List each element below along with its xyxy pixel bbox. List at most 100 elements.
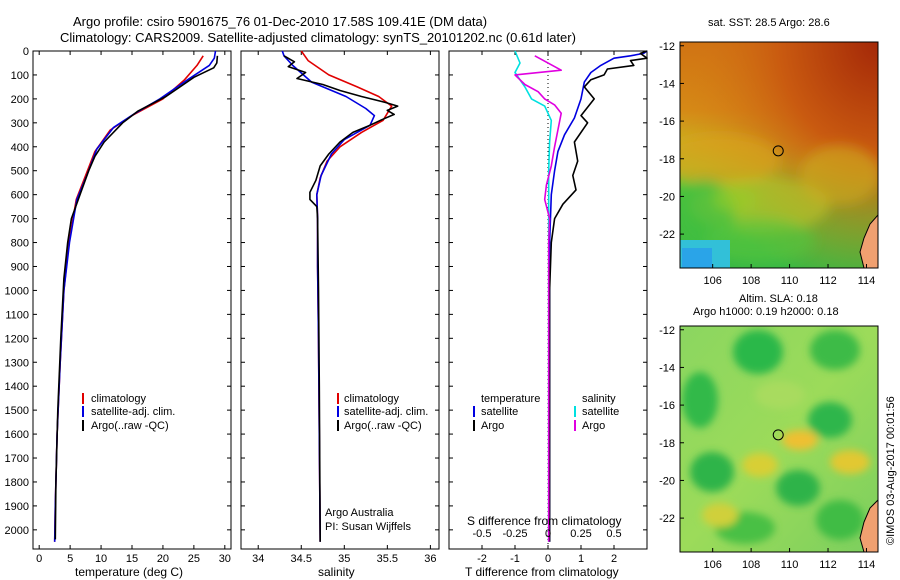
depth-tick-label: 1100 [5,309,29,321]
series-line-salinity-satellite [514,50,553,542]
map-x-tick-label: 114 [858,275,876,287]
temperature-plot: 0 5 10 15 20 25 30 [36,50,231,565]
map-x-tick-label: 112 [819,275,837,287]
map-y-tick-label: -18 [659,438,675,450]
map-y-tick-label: -14 [659,362,675,374]
legend-temperature-header: temperature [481,393,540,405]
difference-plot: -2 -1 0 1 2 [477,50,648,565]
diff-legend-s-argo-label: Argo [582,420,605,432]
x-tick-label: 34 [252,553,264,565]
sst-float-marker [772,145,784,157]
depth-tick-label: 400 [11,142,29,154]
temperature-xlabel: temperature (deg C) [75,565,183,579]
legend-argo-label: Argo(..raw -QC) [91,420,169,432]
x-tick-label: 15 [126,553,138,565]
map-y-tick-label: -14 [659,78,675,90]
x-tick-label: -1 [510,553,520,565]
depth-tick-label: 600 [11,190,29,202]
map-x-tick-label: 108 [742,275,760,287]
sal-legend-climatology-label: climatology [344,393,400,405]
map-y-tick-label: -12 [659,41,675,53]
title-line1: Argo profile: csiro 5901675_76 01-Dec-20… [73,14,487,29]
sst-map-field [680,42,878,268]
x-tick-label: 25 [188,553,200,565]
sla-map-title2: Argo h1000: 0.19 h2000: 0.18 [693,306,839,318]
map-x-tick-label: 110 [781,559,799,571]
top-tick-label: 0 [545,528,551,540]
depth-tick-label: 900 [11,261,29,273]
depth-tick-label: 100 [11,70,29,82]
top-tick-label: -0.5 [473,528,492,540]
x-tick-label: 35 [338,553,350,565]
series-line-satellite-adj-clim- [53,50,217,542]
depth-tick-label: 1300 [5,357,29,369]
x-tick-label: 34.5 [291,553,312,565]
salinity-plot-frame [240,50,440,550]
x-tick-label: 36 [424,553,436,565]
sst-map-ticks: 106 108 110 112 114 -12 -14 -16 -18 -20 -22 [659,41,875,287]
series-line-salinity-argo [514,55,563,542]
difference-top-ticks: -0.5 -0.25 0 0.25 0.5 [473,528,622,540]
x-tick-label: 10 [95,553,107,565]
map-y-tick-label: -22 [659,229,675,241]
map-x-tick-label: 110 [781,275,799,287]
depth-tick-label: 1600 [5,429,29,441]
diff-legend-s-satellite-label: satellite [582,406,619,418]
depth-tick-label: 1700 [5,453,29,465]
x-tick-label: 20 [157,553,169,565]
salinity-xlabel: salinity [318,565,355,579]
depth-tick-label: 1400 [5,381,29,393]
difference-top-xlabel: S difference from climatology [467,514,622,528]
map-y-tick-label: -12 [659,325,675,337]
diff-legend-t-satellite-label: satellite [481,406,518,418]
map-x-tick-label: 114 [858,559,876,571]
series-line-satellite-adj-clim- [281,50,376,542]
depth-tick-label: 1000 [5,285,29,297]
legend-climatology-label: climatology [91,393,147,405]
series-line-temperature-argo [548,50,648,542]
depth-tick-label: 800 [11,238,29,250]
depth-tick-label: 500 [11,166,29,178]
sal-legend-argo-label: Argo(..raw -QC) [344,420,422,432]
map-x-tick-label: 106 [703,275,721,287]
temperature-legend: climatology satellite-adj. clim. Argo(..… [82,393,175,432]
sla-float-marker [772,429,784,441]
argo-australia-text: Argo Australia [325,507,394,519]
depth-tick-label: 1800 [5,477,29,489]
x-tick-label: 0 [545,553,551,565]
series-line-climatology [300,50,393,542]
depth-tick-label: 1200 [5,333,29,345]
map-x-tick-label: 106 [703,559,721,571]
depth-tick-label: 200 [11,94,29,106]
map-y-tick-label: -18 [659,154,675,166]
x-tick-label: 2 [611,553,617,565]
australia-coast-2 [859,499,878,552]
series-line-temperature-satellite [548,50,648,542]
x-tick-label: 5 [67,553,73,565]
series-line-argo-raw-qc- [54,55,219,540]
depth-tick-label: 700 [11,214,29,226]
sst-map-title: sat. SST: 28.5 Argo: 28.6 [708,17,830,29]
map-y-tick-label: -16 [659,400,675,412]
australia-coast [859,214,878,268]
salinity-plot: 34 34.5 35 35.5 36 [252,50,437,565]
sla-map-ticks: 106 108 110 112 114 -12 -14 -16 -18 -20 -22 [659,325,875,571]
depth-axis: 0 100 200 300 400 500 600 700 800 900 1000 1100 1200… [5,46,647,537]
depth-tick-label: 0 [23,46,29,58]
depth-tick-label: 300 [11,118,29,130]
map-x-tick-label: 108 [742,559,760,571]
map-x-tick-label: 112 [819,559,837,571]
salinity-legend: climatology satellite-adj. clim. Argo(..… [337,393,428,432]
sla-map-frame [679,325,879,553]
top-tick-label: 0.25 [570,528,591,540]
imos-credit: ©IMOS 03-Aug-2017 00:01:56 [885,396,897,545]
x-tick-label: 30 [219,553,231,565]
x-tick-label: 35.5 [377,553,398,565]
legend-salinity-header: salinity [582,393,616,405]
series-line-argo-raw-qc- [283,55,399,542]
sst-map-frame [679,41,879,269]
difference-xlabel: T difference from climatology [465,565,619,579]
x-tick-label: -2 [477,553,487,565]
sal-legend-satellite-label: satellite-adj. clim. [344,406,428,418]
